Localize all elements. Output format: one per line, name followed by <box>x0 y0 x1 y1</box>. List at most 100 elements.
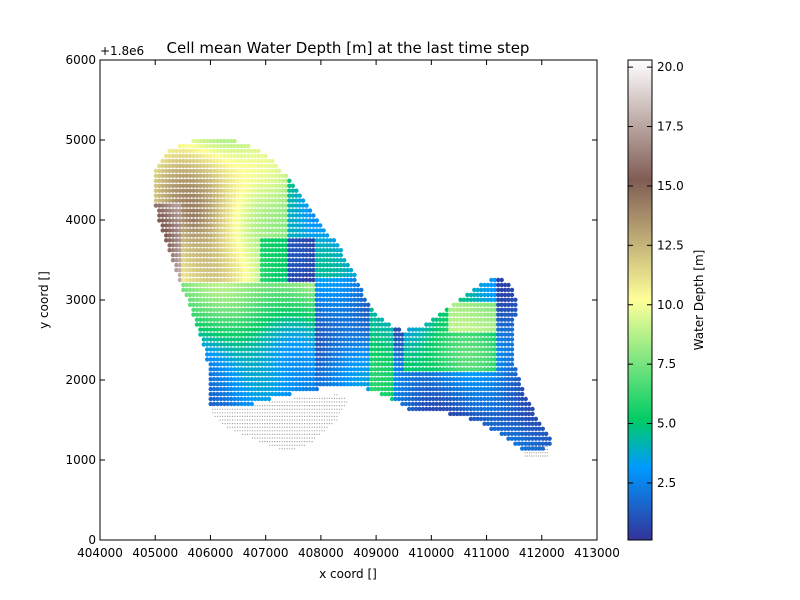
water-depth-cell-point <box>506 426 511 431</box>
water-depth-cell-point <box>489 307 494 312</box>
water-depth-cell-point <box>194 282 200 288</box>
water-depth-cell-point <box>283 198 289 203</box>
water-depth-cell-point <box>201 138 206 144</box>
water-depth-cell-point <box>273 292 278 298</box>
water-depth-cell-point <box>472 377 477 382</box>
water-depth-cell-point <box>229 193 234 198</box>
water-depth-cell-point <box>215 148 220 154</box>
dry-cell-point <box>271 415 273 417</box>
water-depth-cell-point <box>290 282 295 288</box>
water-depth-cell-point <box>345 332 350 337</box>
water-depth-cell-point <box>263 208 268 213</box>
water-depth-cell-point <box>225 208 230 213</box>
water-depth-cell-point <box>304 337 309 342</box>
water-depth-cell-point <box>506 377 511 382</box>
water-depth-cell-point <box>455 362 460 367</box>
water-depth-cell-point <box>472 386 477 392</box>
water-depth-cell-point <box>478 297 484 302</box>
dry-cell-point <box>271 433 273 435</box>
water-depth-cell-point <box>321 262 326 268</box>
water-depth-cell-point <box>372 362 378 367</box>
water-depth-cell-point <box>359 302 364 307</box>
dry-cell-point <box>299 415 301 417</box>
water-depth-cell-point <box>287 332 292 337</box>
water-depth-cell-point <box>393 377 398 382</box>
water-depth-cell-point <box>211 148 217 154</box>
water-depth-cell-point <box>270 248 275 253</box>
water-depth-cell-point <box>239 183 244 188</box>
water-depth-cell-point <box>386 342 391 347</box>
water-depth-cell-point <box>324 327 330 332</box>
dry-cell-point <box>249 412 251 414</box>
water-depth-cell-point <box>352 282 357 288</box>
dry-cell-point <box>294 430 296 432</box>
water-depth-cell-point <box>300 342 306 347</box>
water-depth-cell-point <box>492 421 497 426</box>
water-depth-cell-point <box>294 258 299 263</box>
water-depth-cell-point <box>253 342 258 347</box>
water-depth-cell-point <box>465 297 470 302</box>
water-depth-cell-point <box>311 277 316 283</box>
water-depth-cell-point <box>229 148 234 154</box>
water-depth-cell-point <box>249 267 254 273</box>
dry-cell-point <box>246 408 248 410</box>
water-depth-cell-point <box>194 158 200 164</box>
dry-cell-point <box>309 405 311 407</box>
dry-cell-point <box>261 430 263 432</box>
water-depth-cell-point <box>455 391 460 397</box>
water-depth-cell-point <box>174 258 179 263</box>
water-depth-cell-point <box>167 188 172 193</box>
dry-cell-point <box>264 415 266 417</box>
water-depth-cell-point <box>417 401 422 407</box>
dry-cell-point <box>266 426 268 428</box>
dry-cell-point <box>241 426 244 428</box>
water-depth-cell-point <box>198 287 203 293</box>
water-depth-cell-point <box>294 362 299 367</box>
water-depth-cell-point <box>167 173 172 178</box>
dry-cell-point <box>222 423 224 425</box>
dry-cell-point <box>296 441 298 443</box>
water-depth-cell-point <box>287 322 292 327</box>
water-depth-cell-point <box>475 382 480 387</box>
water-depth-cell-point <box>253 282 258 288</box>
water-depth-cell-point <box>300 347 306 352</box>
water-depth-cell-point <box>194 302 200 307</box>
water-depth-cell-point <box>321 292 326 298</box>
water-depth-cell-point <box>300 213 306 218</box>
water-depth-cell-point <box>359 312 364 317</box>
water-depth-cell-point <box>461 372 467 377</box>
water-depth-cell-point <box>235 198 241 203</box>
water-depth-cell-point <box>413 362 419 367</box>
dry-cell-point <box>259 441 261 443</box>
dry-cell-point <box>289 415 291 417</box>
water-depth-cell-point <box>475 332 480 337</box>
dry-cell-point <box>286 426 288 428</box>
water-depth-cell-point <box>294 317 299 322</box>
water-depth-cell-point <box>376 332 381 337</box>
water-depth-cell-point <box>396 352 402 357</box>
water-depth-cell-point <box>205 262 210 268</box>
water-depth-cell-point <box>222 386 227 392</box>
water-depth-cell-point <box>410 396 415 402</box>
water-depth-cell-point <box>348 352 354 357</box>
water-depth-cell-point <box>256 297 261 302</box>
water-depth-cell-point <box>157 183 162 188</box>
water-depth-cell-point <box>232 138 237 144</box>
water-depth-cell-point <box>434 347 439 352</box>
water-depth-cell-point <box>218 163 224 169</box>
water-depth-cell-point <box>324 282 330 288</box>
water-depth-cell-point <box>530 431 535 436</box>
water-depth-cell-point <box>229 317 234 322</box>
water-depth-cell-point <box>229 342 234 347</box>
water-depth-cell-point <box>376 372 381 377</box>
water-depth-cell-point <box>270 233 275 238</box>
water-depth-cell-point <box>225 287 230 293</box>
water-depth-cell-point <box>215 223 220 228</box>
water-depth-cell-point <box>499 382 504 387</box>
dry-cell-point <box>306 419 308 421</box>
water-depth-cell-point <box>253 367 258 372</box>
water-depth-cell-point <box>338 297 343 302</box>
dry-cell-point <box>222 415 224 417</box>
water-depth-cell-point <box>420 386 426 392</box>
water-depth-cell-point <box>465 337 470 342</box>
